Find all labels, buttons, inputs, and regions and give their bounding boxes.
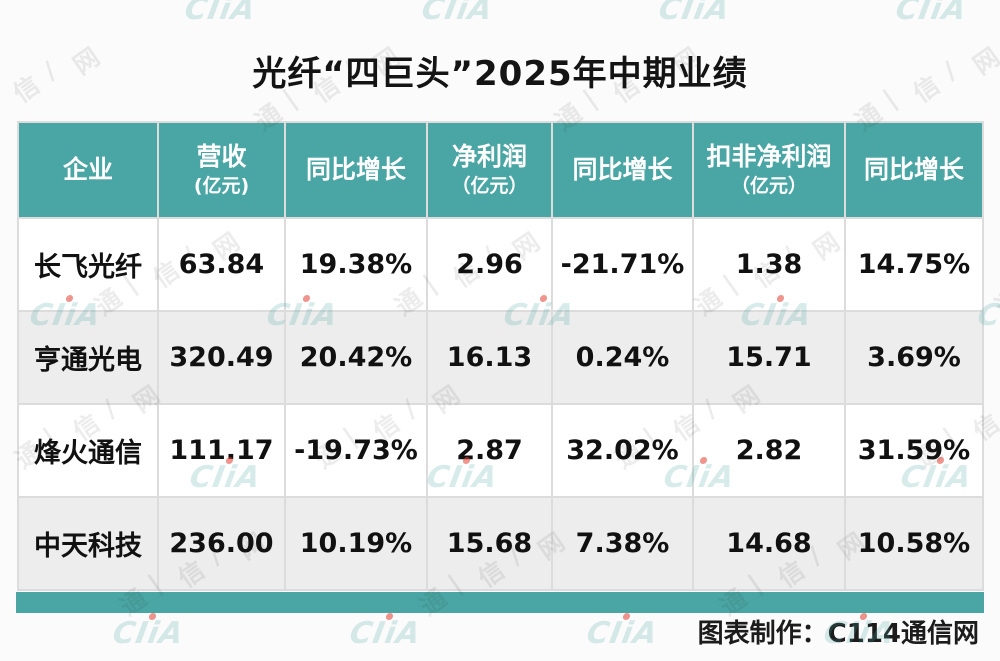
ciia-logo-watermark-icon: CIiA bbox=[655, 0, 733, 27]
value-cell: 2.87 bbox=[426, 403, 553, 498]
header-label: 营收 bbox=[196, 142, 247, 171]
column-header-revenue-yoy: 同比增长 bbox=[284, 121, 428, 219]
header-label: 企业 bbox=[62, 155, 113, 185]
logo-red-dot-icon bbox=[148, 613, 157, 620]
value-cell: 7.38% bbox=[551, 496, 694, 591]
value-cell: -21.71% bbox=[551, 217, 694, 312]
table-row-yofc: 长飞光纤 63.84 19.38% 2.96 -21.71% 1.38 14.7… bbox=[17, 217, 984, 312]
value-cell: 10.19% bbox=[284, 496, 428, 591]
company-cell: 长飞光纤 bbox=[17, 217, 159, 312]
logo-red-dot-icon bbox=[622, 613, 631, 620]
column-header-revenue: 营收 (亿元) bbox=[157, 121, 286, 219]
ciia-logo-watermark-icon: CIiA bbox=[110, 613, 187, 651]
value-cell: 2.96 bbox=[426, 217, 553, 312]
table-row-hengtong: 亨通光电 320.49 20.42% 16.13 0.24% 15.71 3.6… bbox=[17, 310, 984, 405]
header-unit: (亿元) bbox=[193, 175, 250, 198]
header-label: 同比增长 bbox=[572, 155, 673, 185]
table-row-zhongtian: 中天科技 236.00 10.19% 15.68 7.38% 14.68 10.… bbox=[17, 496, 984, 591]
column-header-nongaap-profit: 扣非净利润 （亿元） bbox=[692, 121, 846, 219]
value-cell: 16.13 bbox=[426, 310, 553, 405]
performance-table: 企业 营收 (亿元) 同比增长 净利润 （亿元） 同比增长 扣非净利润 （亿元） 同比… bbox=[17, 121, 984, 591]
header-label: 扣非净利润 bbox=[706, 142, 832, 171]
ciia-logo-watermark-icon: CIiA bbox=[584, 613, 661, 651]
ciia-logo-watermark-icon: CIiA bbox=[892, 0, 970, 27]
header-row: 企业 营收 (亿元) 同比增长 净利润 （亿元） 同比增长 扣非净利润 （亿元） 同比… bbox=[17, 121, 984, 219]
value-cell: 32.02% bbox=[551, 403, 694, 498]
table-header: 企业 营收 (亿元) 同比增长 净利润 （亿元） 同比增长 扣非净利润 （亿元） 同比… bbox=[17, 121, 984, 219]
table-row-fiberhome: 烽火通信 111.17 -19.73% 2.87 32.02% 2.82 31.… bbox=[17, 403, 984, 498]
text-watermark: 通 bbox=[989, 283, 1000, 322]
column-header-nongaap-yoy: 同比增长 bbox=[844, 121, 984, 219]
header-unit: （亿元） bbox=[730, 175, 807, 198]
table-body: 长飞光纤 63.84 19.38% 2.96 -21.71% 1.38 14.7… bbox=[17, 217, 984, 591]
value-cell: 1.38 bbox=[692, 217, 846, 312]
header-label: 同比增长 bbox=[305, 155, 406, 185]
column-header-net-profit: 净利润 （亿元） bbox=[426, 121, 553, 219]
value-cell: 10.58% bbox=[844, 496, 984, 591]
value-cell: 15.71 bbox=[692, 310, 846, 405]
value-cell: 20.42% bbox=[284, 310, 428, 405]
source-credit: 图表制作：C114通信网 bbox=[697, 619, 979, 649]
ciia-logo-watermark-icon: CIiA bbox=[418, 0, 496, 27]
header-unit: （亿元） bbox=[451, 175, 528, 198]
value-cell: -19.73% bbox=[284, 403, 428, 498]
value-cell: 14.75% bbox=[844, 217, 984, 312]
value-cell: 19.38% bbox=[284, 217, 428, 312]
value-cell: 111.17 bbox=[157, 403, 286, 498]
company-cell: 烽火通信 bbox=[17, 403, 159, 498]
logo-red-dot-icon bbox=[385, 613, 394, 620]
header-label: 同比增长 bbox=[863, 155, 964, 185]
value-cell: 63.84 bbox=[157, 217, 286, 312]
bottom-accent-bar bbox=[16, 592, 984, 613]
value-cell: 3.69% bbox=[844, 310, 984, 405]
company-cell: 中天科技 bbox=[17, 496, 159, 591]
value-cell: 236.00 bbox=[157, 496, 286, 591]
ciia-logo-watermark-icon: CIiA bbox=[181, 0, 259, 27]
page-title: 光纤“四巨头”2025年中期业绩 bbox=[252, 54, 748, 94]
value-cell: 15.68 bbox=[426, 496, 553, 591]
value-cell: 2.82 bbox=[692, 403, 846, 498]
value-cell: 14.68 bbox=[692, 496, 846, 591]
value-cell: 0.24% bbox=[551, 310, 694, 405]
column-header-company: 企业 bbox=[17, 121, 159, 219]
column-header-net-profit-yoy: 同比增长 bbox=[551, 121, 694, 219]
company-cell: 亨通光电 bbox=[17, 310, 159, 405]
value-cell: 31.59% bbox=[844, 403, 984, 498]
ciia-logo-watermark-icon: CIiA bbox=[347, 613, 424, 651]
value-cell: 320.49 bbox=[157, 310, 286, 405]
header-label: 净利润 bbox=[451, 142, 527, 171]
